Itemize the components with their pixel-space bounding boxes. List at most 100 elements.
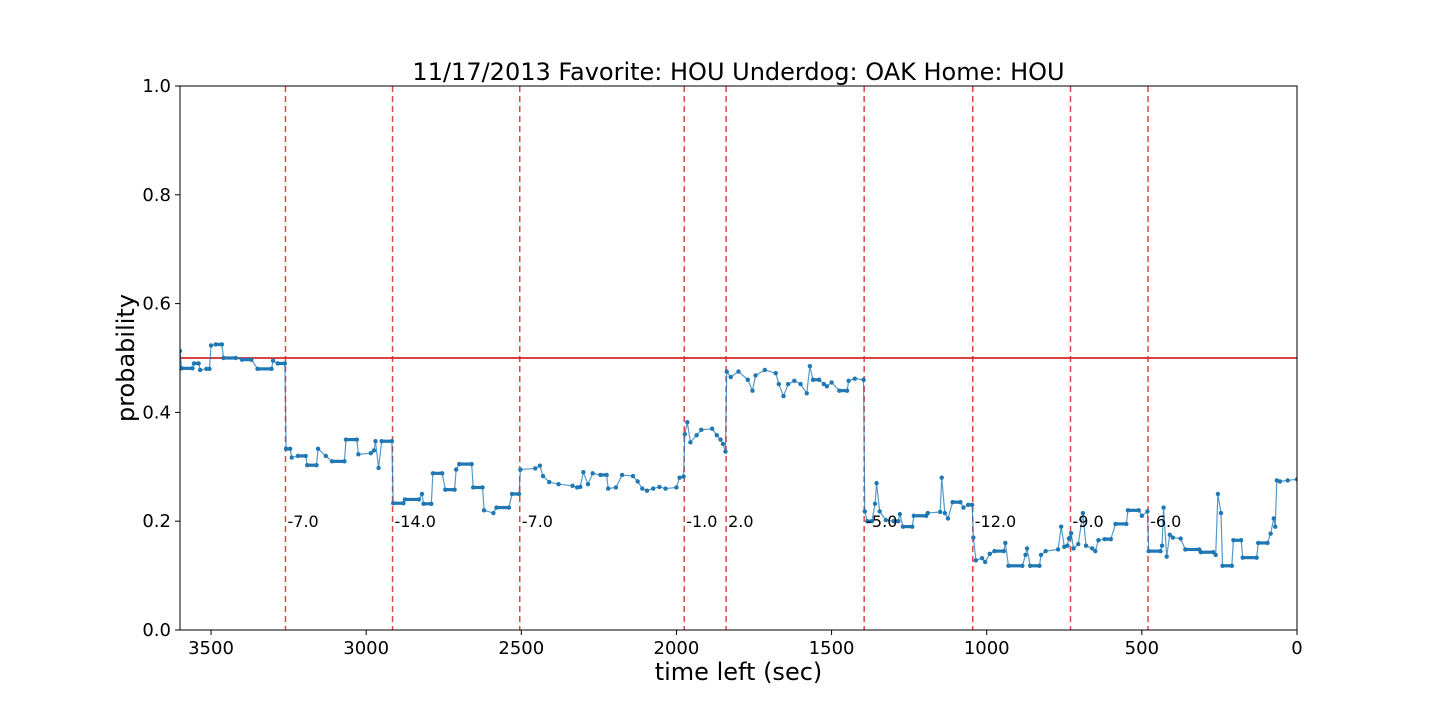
data-point [537,463,543,468]
data-point [379,439,384,444]
data-point [1178,536,1183,541]
data-point [714,433,719,438]
data-point [650,486,656,491]
data-point [208,343,214,348]
data-point [342,459,347,464]
data-point [723,449,728,454]
data-point [390,501,396,506]
data-point [1096,538,1101,543]
data-point [1170,535,1176,540]
data-point [750,388,755,393]
data-point [269,366,274,372]
data-point [1068,530,1074,536]
data-point [718,437,723,442]
data-point [1043,548,1048,554]
data-point [196,361,201,366]
data-point [911,513,917,518]
data-point [343,437,349,442]
data-point [416,497,422,502]
x-axis-label: time left (sec) [655,658,823,686]
data-point [598,472,603,478]
data-point [630,473,636,479]
data-point [1139,513,1145,518]
data-point [874,480,879,486]
data-point [910,524,915,529]
data-point [481,508,487,513]
data-point [270,358,276,363]
data-point [1093,548,1098,554]
data-point [585,482,591,487]
data-point [368,451,374,456]
series-group [180,342,1297,569]
data-point [1220,563,1225,569]
data-point [376,465,381,471]
data-point [197,367,203,373]
data-point [371,448,377,453]
data-point [443,487,448,492]
data-point [1294,477,1297,482]
data-point [1273,524,1278,529]
data-point [1071,546,1076,551]
data-point [897,511,903,517]
data-point [190,366,195,371]
data-point [1108,536,1114,542]
data-point [816,377,822,382]
data-point [728,374,733,380]
data-point [249,357,254,362]
data-point [303,453,308,459]
data-point [604,472,609,478]
data-point [1167,532,1172,537]
score-change-label-3: -1.0 [686,512,717,531]
data-point [255,366,260,372]
data-point [619,472,625,478]
data-point [1090,546,1095,551]
data-point [430,471,436,476]
data-point [1023,552,1028,558]
data-point [961,505,966,510]
data-point [982,559,988,565]
data-point [1076,541,1081,547]
probability-series-line-0 [180,343,1297,567]
data-point [900,524,906,529]
data-point [846,378,851,384]
data-point [402,497,408,502]
data-point [480,485,485,490]
data-point [540,473,546,479]
data-point [724,369,729,374]
data-point [289,455,294,460]
data-point [682,431,688,437]
data-point [356,452,361,457]
data-point [1183,547,1188,552]
plot-area-frame [179,85,1298,631]
data-point [1003,540,1008,546]
data-point [804,391,809,396]
data-point [314,462,319,468]
data-point [180,348,183,354]
y-tick-label: 0.8 [142,185,171,206]
data-point [1020,563,1025,569]
data-point [869,519,875,524]
data-point [753,373,758,378]
data-point [1229,563,1235,569]
data-point [1240,555,1245,560]
data-point [939,475,944,480]
data-point [506,505,512,510]
data-point [180,366,184,371]
data-point [958,499,963,505]
data-point [837,388,842,393]
y-tick-label: 0.4 [142,402,171,423]
data-point [315,446,321,452]
score-change-label-5: -5.0 [866,512,897,531]
score-change-label-6: -12.0 [975,512,1016,531]
data-point [1058,524,1064,529]
data-point [1083,543,1089,548]
data-point [762,367,768,373]
score-change-label-7: -9.0 [1072,512,1103,531]
data-point [640,486,645,491]
data-point [282,361,288,366]
data-point [992,548,997,554]
data-point [469,461,474,467]
data-point [533,466,538,471]
data-point [807,363,813,369]
